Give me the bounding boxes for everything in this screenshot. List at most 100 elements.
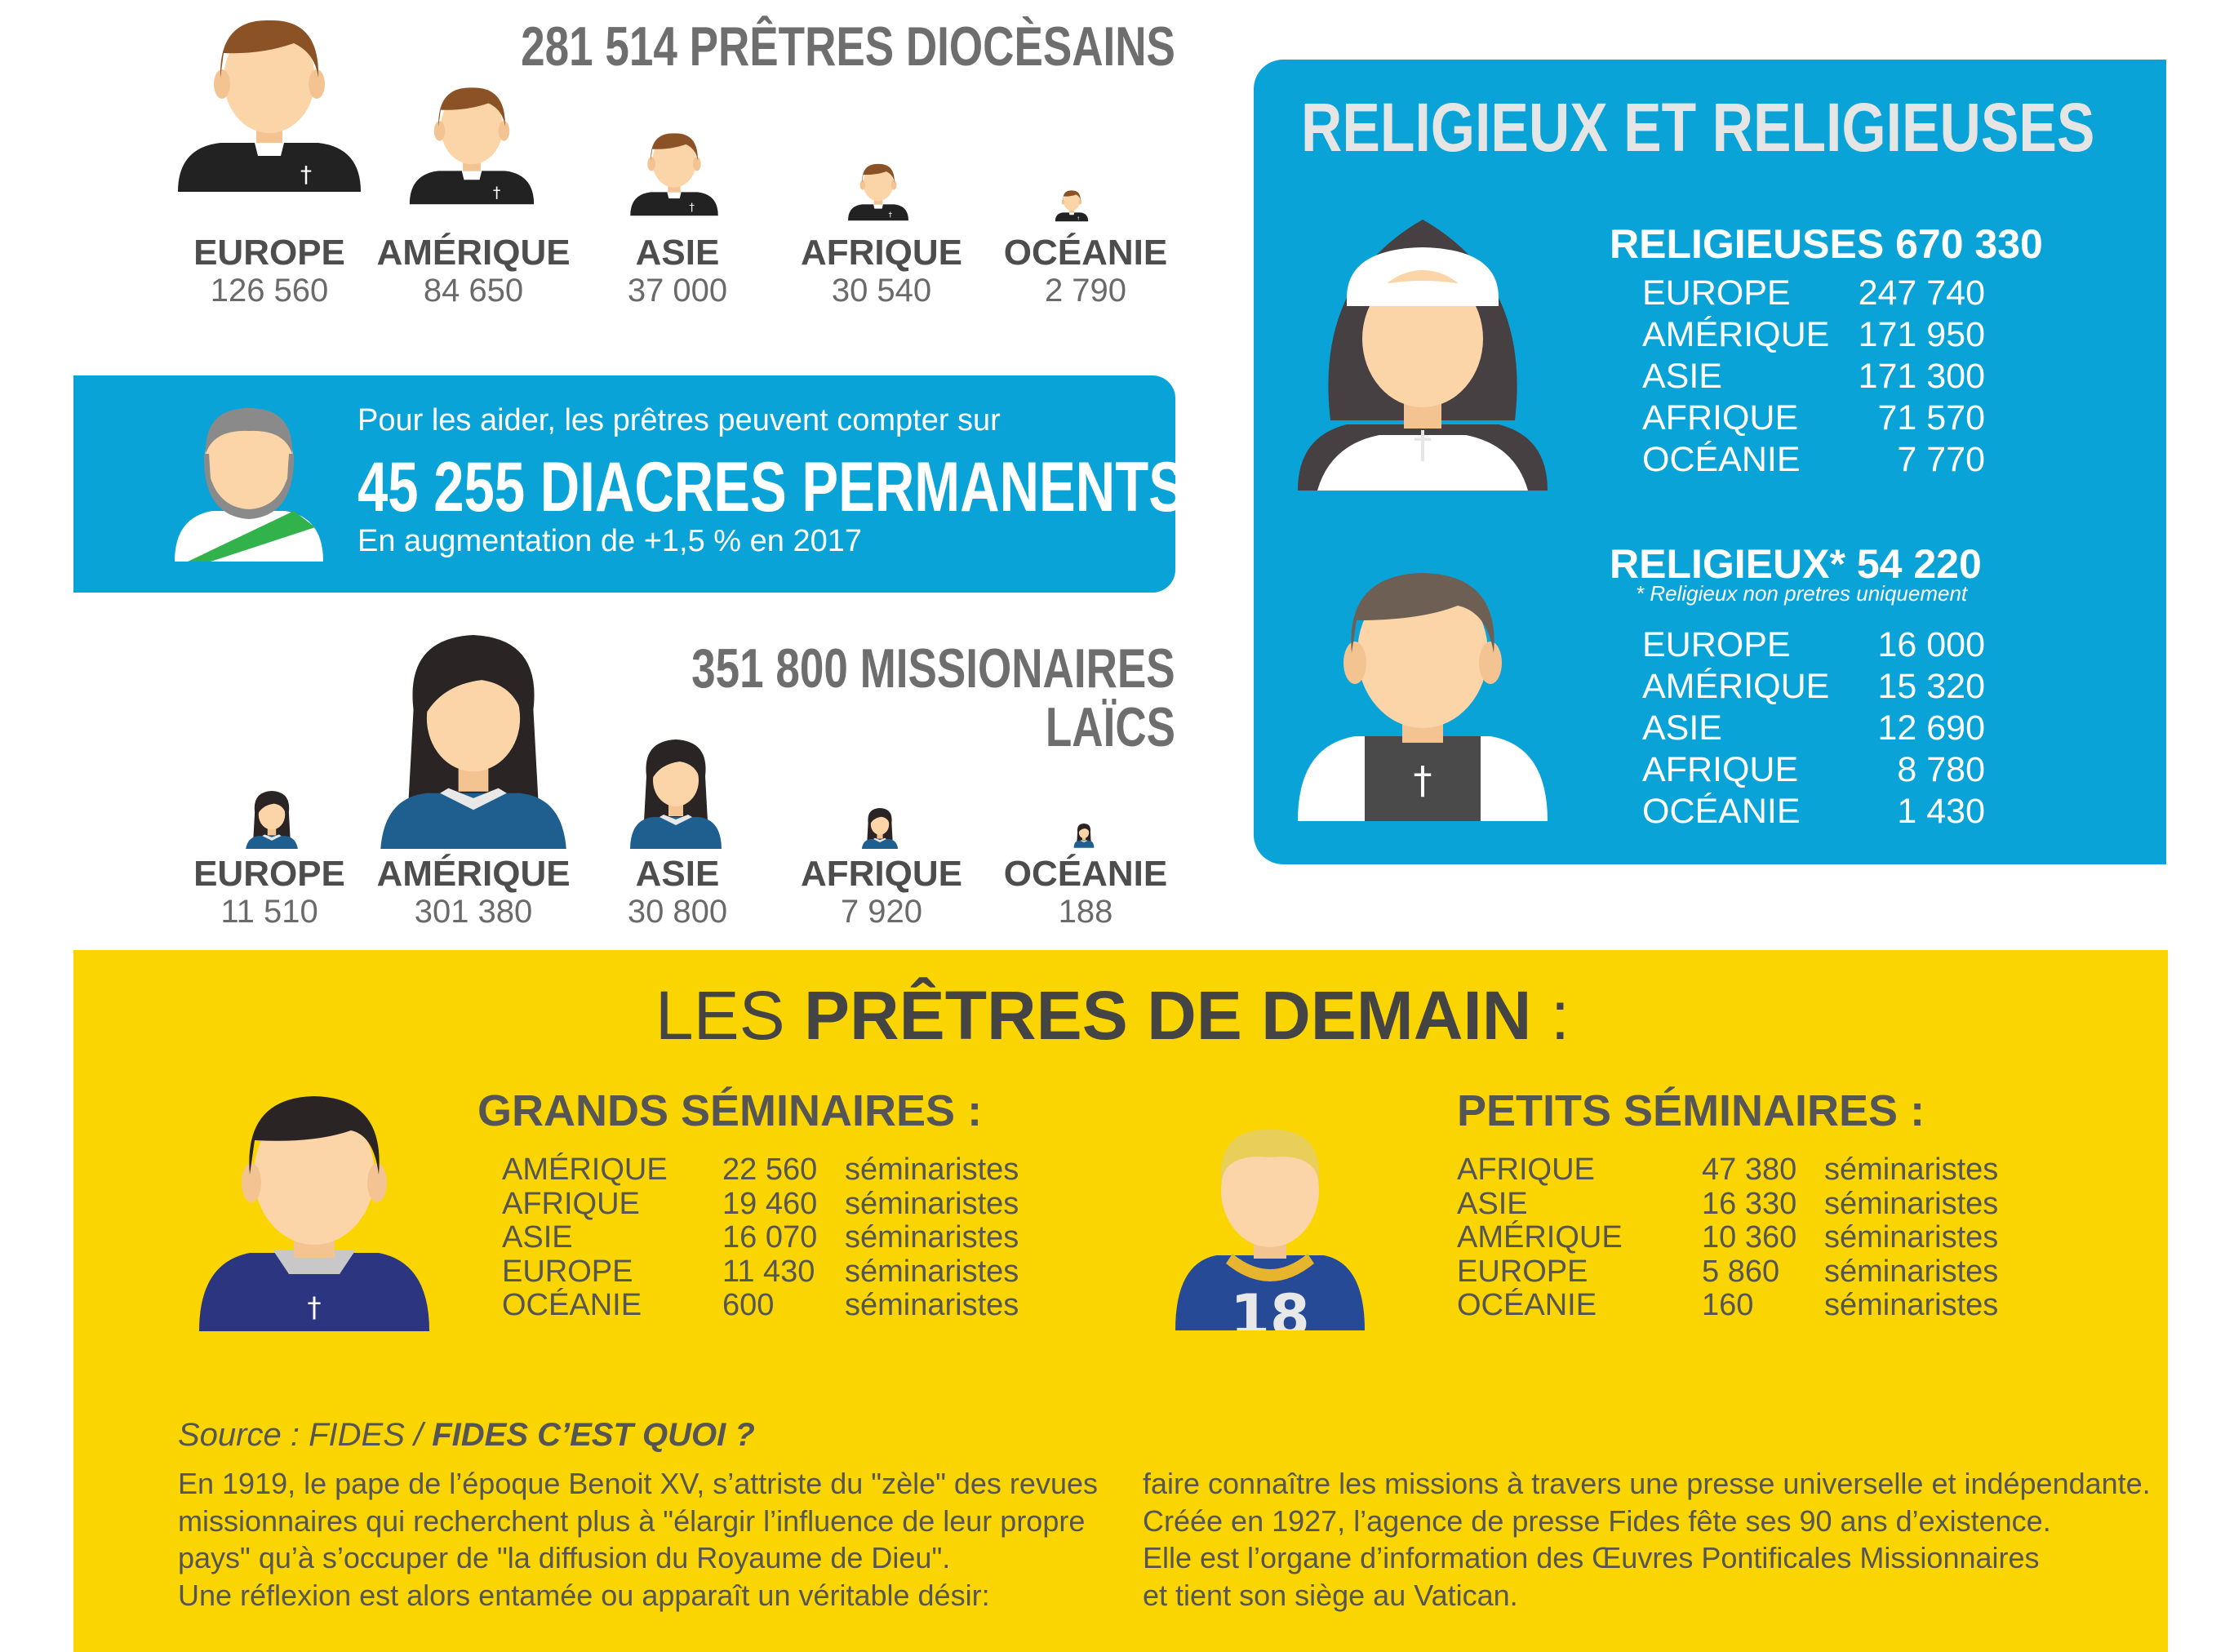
region-name: OCÉANIE — [1642, 440, 1801, 479]
seminary-row: ASIE 16 330 séminaristes — [1457, 1186, 2028, 1222]
missionary-amerique: AMÉRIQUE 301 380 — [367, 855, 580, 930]
missionary-oceanie: OCÉANIE 188 — [979, 855, 1192, 930]
seminary-row: EUROPE 5 860 séminaristes — [1457, 1255, 2028, 1290]
seminary-row: AFRIQUE 47 380 séminaristes — [1457, 1152, 2028, 1188]
monks-row: AFRIQUE 8 780 — [1642, 749, 1985, 791]
missionary-europe: EUROPE 11 510 — [163, 855, 375, 930]
grands-seminaires-heading: GRANDS SÉMINAIRES : — [477, 1086, 983, 1135]
monks-row: EUROPE 16 000 — [1642, 624, 1985, 666]
unit-label: séminaristes — [845, 1288, 1019, 1322]
region-value: 30 540 — [831, 273, 932, 309]
region-value: 1 430 — [1897, 792, 1985, 831]
region-value: 7 920 — [840, 894, 923, 930]
region-value: 12 690 — [1877, 708, 1985, 748]
region-name: AMÉRIQUE — [376, 854, 571, 894]
seminarian-count: 16 330 — [1702, 1186, 1797, 1221]
unit-label: séminaristes — [845, 1220, 1019, 1255]
region-name: AFRIQUE — [801, 233, 962, 273]
region-name: EUROPE — [1457, 1254, 1588, 1289]
region-name: AMÉRIQUE — [376, 233, 571, 273]
seminary-row: ASIE 16 070 séminaristes — [502, 1220, 1073, 1255]
paragraph-line: Elle est l’organe d’information des Œuvr… — [1143, 1541, 2040, 1574]
priest-icon-europe — [178, 20, 361, 192]
priest-icon-oceanie — [1055, 190, 1089, 222]
paragraph-line: faire connaître les missions à travers u… — [1143, 1467, 2151, 1500]
region-name: ASIE — [1457, 1186, 1528, 1221]
region-name: EUROPE — [1642, 625, 1791, 664]
region-value: 7 770 — [1897, 440, 1985, 479]
unit-label: séminaristes — [845, 1186, 1019, 1221]
nuns-heading: RELIGIEUSES 670 330 — [1610, 221, 2043, 267]
grands-seminaires-table: AMÉRIQUE 22 560 séminaristes AFRIQUE 19 460… — [502, 1152, 1073, 1323]
region-name: AFRIQUE — [1642, 750, 1799, 789]
svg-text:18: 18 — [1230, 1282, 1309, 1330]
seminary-row: AFRIQUE 19 460 séminaristes — [502, 1186, 1073, 1222]
unit-label: séminaristes — [1824, 1288, 1999, 1322]
seminary-row: AMÉRIQUE 10 360 séminaristes — [1457, 1220, 2028, 1255]
nun-icon: † — [1298, 220, 1548, 491]
region-name: EUROPE — [193, 233, 345, 273]
region-name: OCÉANIE — [1003, 233, 1168, 273]
region-name: EUROPE — [1642, 273, 1791, 313]
monks-row: OCÉANIE 1 430 — [1642, 791, 1985, 833]
nuns-row: AFRIQUE 71 570 — [1642, 397, 1985, 439]
svg-text:†: † — [308, 1291, 322, 1324]
deacons-headline: 45 255 DIACRES PERMANENTS — [358, 448, 1185, 526]
region-name: ASIE — [635, 854, 720, 894]
region-name: OCÉANIE — [1642, 792, 1801, 831]
svg-text:†: † — [1414, 758, 1432, 802]
unit-label: séminaristes — [1824, 1152, 1999, 1187]
seminarian-count: 22 560 — [722, 1152, 818, 1187]
region-name: OCÉANIE — [502, 1288, 642, 1322]
monks-heading: RELIGIEUX* 54 220 — [1610, 541, 1982, 587]
nuns-table: EUROPE 247 740 AMÉRIQUE 171 950 ASIE 171 30… — [1642, 273, 1985, 481]
monks-row: AMÉRIQUE 15 320 — [1642, 666, 1985, 708]
region-value: 188 — [1058, 894, 1113, 930]
priest-asie: ASIE 37 000 — [571, 234, 784, 309]
region-value: 71 570 — [1877, 398, 1985, 437]
svg-text:†: † — [1414, 423, 1432, 467]
region-name: EUROPE — [193, 854, 345, 894]
region-name: AFRIQUE — [1457, 1152, 1595, 1187]
nuns-row: EUROPE 247 740 — [1642, 273, 1985, 314]
future-title: LES PRÊTRES DE DEMAIN : — [0, 976, 2225, 1055]
source-question: FIDES C’EST QUOI ? — [432, 1417, 755, 1453]
region-value: 126 560 — [210, 273, 329, 309]
missionaries-title-line1: 351 800 MISSIONAIRES — [691, 637, 1175, 699]
lay-icon-asie — [630, 739, 722, 849]
missionary-asie: ASIE 30 800 — [571, 855, 784, 930]
unit-label: séminaristes — [1824, 1186, 1999, 1221]
unit-label: séminaristes — [1824, 1254, 1999, 1289]
nuns-row: OCÉANIE 7 770 — [1642, 439, 1985, 481]
monks-footnote: * Religieux non pretres uniquement — [1636, 581, 1968, 606]
monks-row: ASIE 12 690 — [1642, 708, 1985, 749]
priest-oceanie: OCÉANIE 2 790 — [979, 234, 1192, 309]
region-value: 37 000 — [627, 273, 728, 309]
missionary-afrique: AFRIQUE 7 920 — [775, 855, 988, 930]
region-value: 171 950 — [1858, 315, 1985, 354]
region-value: 16 000 — [1877, 625, 1985, 664]
region-value: 2 790 — [1044, 273, 1127, 309]
unit-label: séminaristes — [845, 1152, 1019, 1187]
unit-label: séminaristes — [845, 1254, 1019, 1289]
lay-icon-afrique — [861, 808, 899, 849]
deacon-icon — [175, 408, 323, 562]
priest-icon-amerique — [409, 87, 535, 205]
region-value: 15 320 — [1877, 667, 1985, 706]
petits-seminaires-heading: PETITS SÉMINAIRES : — [1457, 1086, 1925, 1135]
seminarian-icon: † — [199, 1096, 429, 1331]
student-icon: 18 — [1175, 1129, 1365, 1330]
deacons-intro: Pour les aider, les prêtres peuvent comp… — [358, 403, 1001, 437]
seminary-row: AMÉRIQUE 22 560 séminaristes — [502, 1152, 1073, 1188]
region-name: AFRIQUE — [801, 854, 962, 894]
lay-icon-amerique — [380, 635, 567, 849]
region-value: 301 380 — [414, 894, 533, 930]
paragraph-line: et tient son siège au Vatican. — [1143, 1578, 1518, 1612]
region-name: EUROPE — [502, 1254, 633, 1289]
source-text-col1: En 1919, le pape de l’époque Benoit XV, … — [178, 1465, 1098, 1614]
region-name: OCÉANIE — [1003, 854, 1168, 894]
unit-label: séminaristes — [1824, 1220, 1999, 1255]
lay-icon-oceanie — [1073, 824, 1095, 848]
seminary-row: OCÉANIE 160 séminaristes — [1457, 1288, 2028, 1323]
region-name: ASIE — [1642, 357, 1722, 396]
